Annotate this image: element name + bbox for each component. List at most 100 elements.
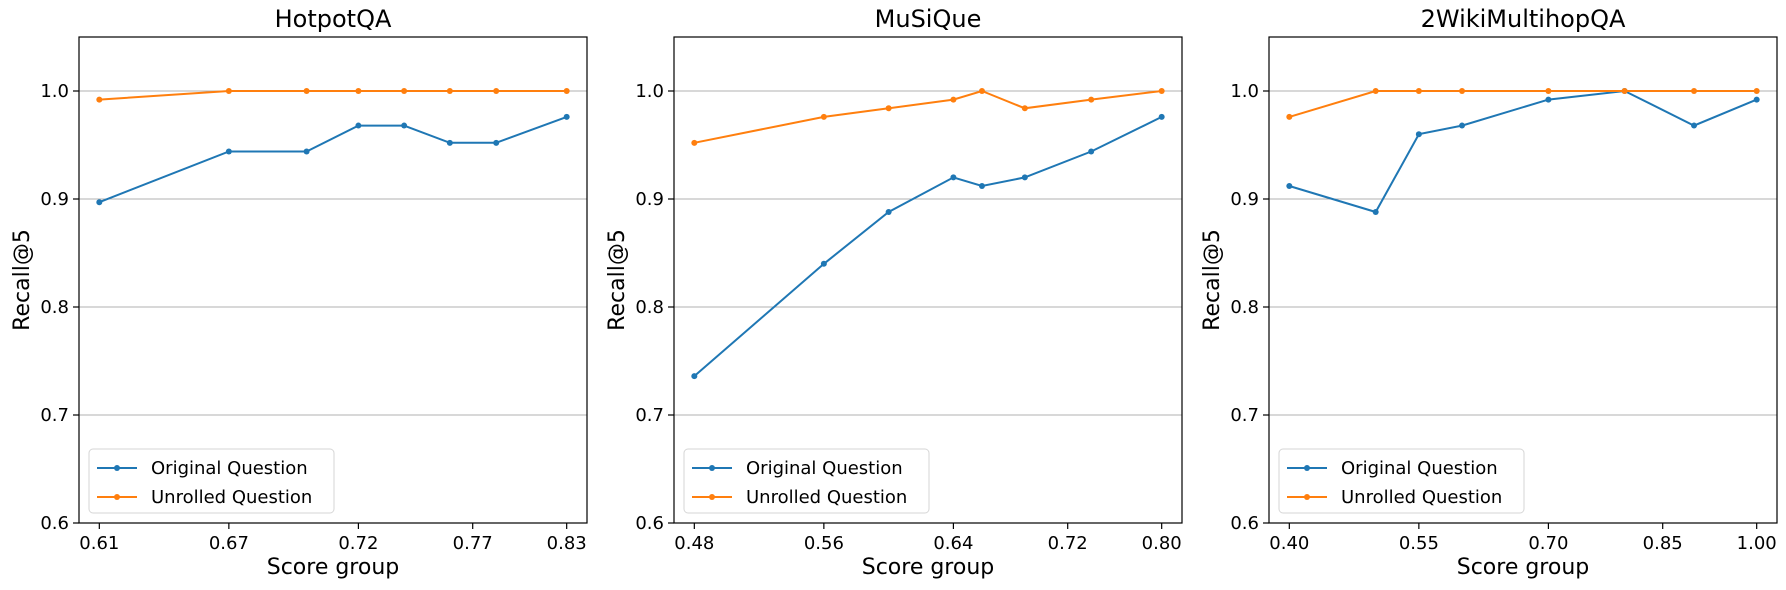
data-point <box>303 148 310 155</box>
y-tick-label: 0.7 <box>1230 405 1259 426</box>
data-point <box>978 88 985 94</box>
data-point <box>1286 183 1293 190</box>
legend: Original Question Unrolled Question <box>88 448 335 514</box>
data-point <box>1545 96 1552 103</box>
x-tick-label: 0.77 <box>453 533 493 554</box>
legend: Original Question Unrolled Question <box>1278 448 1525 514</box>
data-point <box>1158 113 1165 120</box>
data-point <box>225 88 232 94</box>
y-tick-label: 0.6 <box>40 513 69 534</box>
y-tick-label: 0.7 <box>635 405 664 426</box>
series-line <box>694 89 1162 144</box>
data-point <box>1415 131 1422 138</box>
data-point <box>303 88 310 94</box>
chart-panel: 0.6 0.7 0.8 0.9 1.0 0.48 0.56 0.64 0.72 0.80 MuSiQ… <box>605 5 1183 580</box>
y-tick-label: 1.0 <box>635 81 664 102</box>
data-point <box>1286 113 1293 120</box>
legend-label: Unrolled Question <box>1341 487 1502 508</box>
data-point <box>1691 122 1698 129</box>
chart-title: HotpotQA <box>275 5 392 33</box>
legend-box <box>683 448 930 514</box>
y-tick-label: 0.6 <box>1230 513 1259 534</box>
x-tick-label: 0.55 <box>1399 533 1439 554</box>
x-tick-label: 0.40 <box>1269 533 1309 554</box>
data-point <box>1088 96 1095 103</box>
data-point <box>950 96 957 103</box>
legend: Original Question Unrolled Question <box>683 448 930 514</box>
data-point <box>225 148 232 155</box>
y-tick-label: 0.9 <box>1230 189 1259 210</box>
data-point <box>885 105 892 112</box>
legend-swatch-marker <box>709 494 715 500</box>
y-tick-label: 1.0 <box>40 81 69 102</box>
x-tick-label: 0.85 <box>1643 533 1683 554</box>
series-line <box>98 115 568 204</box>
x-tick-label: 0.70 <box>1528 533 1568 554</box>
x-tick-label: 0.72 <box>1048 533 1088 554</box>
data-point <box>1415 88 1422 94</box>
data-point <box>1372 88 1379 94</box>
legend-swatch-marker <box>114 465 120 471</box>
legend-label: Unrolled Question <box>151 487 312 508</box>
x-tick-label: 1.00 <box>1737 533 1777 554</box>
x-tick-label: 0.67 <box>209 533 249 554</box>
y-tick-label: 0.8 <box>635 297 664 318</box>
data-point <box>401 88 408 94</box>
legend-swatch-marker <box>1304 494 1310 500</box>
legend-box <box>1278 448 1525 514</box>
data-point <box>691 139 698 146</box>
x-tick-label: 0.48 <box>674 533 714 554</box>
axes-frame <box>1268 36 1778 524</box>
x-tick-label: 0.80 <box>1142 533 1182 554</box>
chart-title: 2WikiMultihopQA <box>1421 5 1626 33</box>
axes-frame <box>78 36 588 524</box>
data-point <box>401 122 408 129</box>
legend-swatch-marker <box>1304 465 1310 471</box>
series-line <box>1289 90 1757 118</box>
legend-swatch-marker <box>709 465 715 471</box>
data-point <box>1372 208 1379 215</box>
data-point <box>493 139 500 146</box>
legend-box <box>88 448 335 514</box>
data-point <box>885 208 892 215</box>
data-point <box>1459 122 1466 129</box>
data-point <box>446 139 453 146</box>
legend-label: Original Question <box>1341 458 1498 479</box>
data-point <box>1021 105 1028 112</box>
data-point <box>950 174 957 181</box>
data-point <box>1545 88 1552 94</box>
y-tick-label: 0.9 <box>40 189 69 210</box>
legend-label: Original Question <box>151 458 308 479</box>
y-tick-label: 0.7 <box>40 405 69 426</box>
x-axis-label: Score group <box>1457 555 1590 580</box>
x-tick-label: 0.61 <box>79 533 119 554</box>
chart-panel: 0.6 0.7 0.8 0.9 1.0 0.61 0.67 0.72 0.77 0.83 Hotpo… <box>10 5 588 580</box>
y-tick-label: 0.6 <box>635 513 664 534</box>
legend-label: Unrolled Question <box>746 487 907 508</box>
x-axis-label: Score group <box>267 555 400 580</box>
y-axis-label: Recall@5 <box>10 229 35 331</box>
y-tick-label: 1.0 <box>1230 81 1259 102</box>
x-axis-label: Score group <box>862 555 995 580</box>
data-point <box>446 88 453 94</box>
data-point <box>355 88 362 94</box>
data-point <box>1621 88 1628 94</box>
y-tick-label: 0.8 <box>1230 297 1259 318</box>
y-tick-label: 0.9 <box>635 189 664 210</box>
legend-label: Original Question <box>746 458 903 479</box>
series-line <box>99 90 567 101</box>
data-point <box>563 113 570 120</box>
data-point <box>96 96 103 103</box>
chart-title: MuSiQue <box>875 5 982 33</box>
data-point <box>1158 88 1165 94</box>
data-point <box>1753 88 1760 94</box>
data-point <box>563 88 570 94</box>
data-point <box>493 88 500 94</box>
y-axis-label: Recall@5 <box>605 229 630 331</box>
data-point <box>820 113 827 120</box>
chart-panel: 0.6 0.7 0.8 0.9 1.0 0.40 0.55 0.70 0.85 1.00 2Wiki… <box>1200 5 1778 580</box>
x-tick-label: 0.56 <box>804 533 844 554</box>
data-point <box>96 199 103 206</box>
data-point <box>1459 88 1466 94</box>
